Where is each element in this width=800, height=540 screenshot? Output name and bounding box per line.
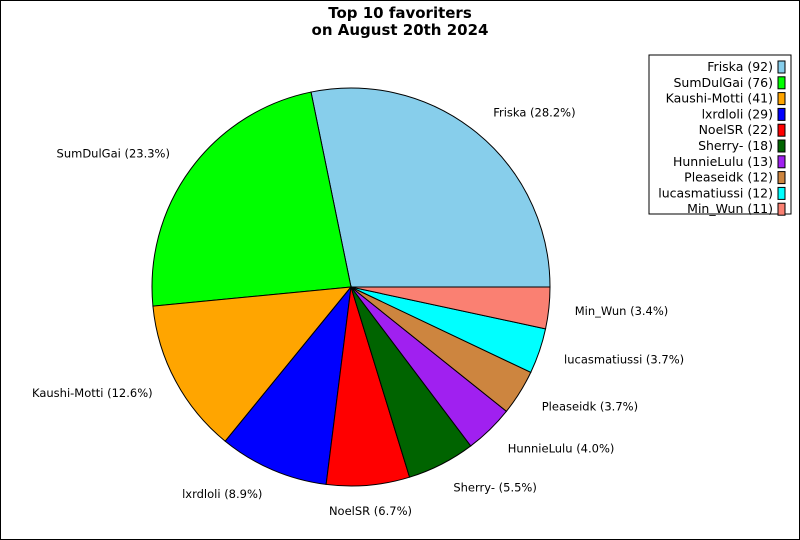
legend-entry-label: Friska (92) xyxy=(707,59,773,74)
legend-swatch xyxy=(777,76,786,90)
chart-title-line-1: Top 10 favoriters xyxy=(328,4,472,22)
pie-slice-friska xyxy=(310,87,551,288)
legend-swatch xyxy=(777,123,786,137)
slice-label: lxrdloli (8.9%) xyxy=(182,487,262,501)
legend-entry-label: Pleaseidk (12) xyxy=(684,170,773,185)
legend-box xyxy=(648,54,792,215)
legend-swatch xyxy=(777,155,786,169)
slice-label: Pleaseidk (3.7%) xyxy=(542,399,638,413)
legend-entry-label: SumDulGai (76) xyxy=(673,75,773,90)
pie-slice-lxrdloli xyxy=(224,285,352,485)
legend-entry-label: Sherry- (18) xyxy=(698,138,773,153)
legend-swatch xyxy=(777,202,786,216)
slice-label: HunnieLulu (4.0%) xyxy=(508,441,615,455)
legend-entry-label: lucasmatiussi (12) xyxy=(658,185,773,200)
pie-slice-sumdulgai xyxy=(151,91,352,307)
slice-label: Kaushi-Motti (12.6%) xyxy=(32,386,153,400)
legend-entry-label: Kaushi-Motti (41) xyxy=(666,91,773,106)
legend-entry-label: HunnieLulu (13) xyxy=(673,154,773,169)
slice-label: Sherry- (5.5%) xyxy=(453,480,537,494)
slice-label: Friska (28.2%) xyxy=(493,106,575,120)
legend-entry-label: Min_Wun (11) xyxy=(687,201,773,216)
legend-swatch xyxy=(777,139,786,153)
legend: Friska (92)SumDulGai (76)Kaushi-Motti (4… xyxy=(648,54,792,216)
pie-slice-kaushi-motti xyxy=(152,286,353,442)
slice-label: NoelSR (6.7%) xyxy=(329,504,412,518)
legend-swatch xyxy=(777,186,786,200)
legend-swatch xyxy=(777,107,786,121)
legend-entry-label: lxrdloli (29) xyxy=(702,106,773,121)
legend-entry-label: NoelSR (22) xyxy=(699,122,773,137)
slice-label: SumDulGai (23.3%) xyxy=(57,146,170,160)
legend-swatch xyxy=(777,92,786,106)
legend-swatch xyxy=(777,171,786,185)
slice-label: lucasmatiussi (3.7%) xyxy=(564,352,684,366)
pie-slice-min-wun xyxy=(350,286,551,330)
slice-label: Min_Wun (3.4%) xyxy=(575,304,669,318)
chart-title-line-2: on August 20th 2024 xyxy=(312,21,489,39)
legend-swatch xyxy=(777,60,786,74)
